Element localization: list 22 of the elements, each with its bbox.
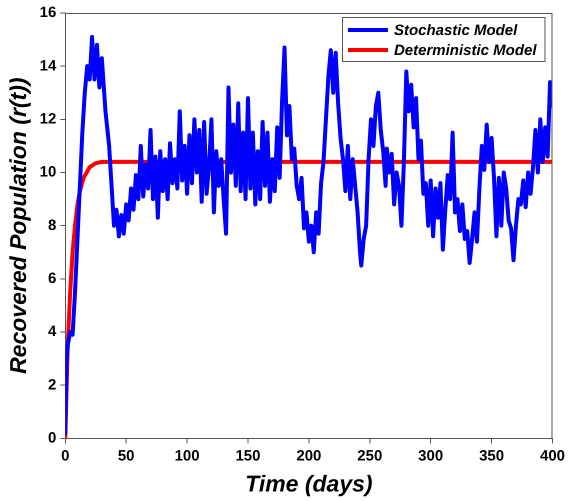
x-tick-label: 200: [296, 448, 322, 465]
legend-label: Deterministic Model: [394, 42, 538, 60]
x-tick-label: 300: [418, 448, 444, 465]
x-tick-label: 350: [479, 448, 504, 465]
x-tick-label: 150: [235, 448, 260, 465]
x-tick-label: 400: [540, 448, 565, 465]
y-tick-label: 10: [40, 164, 56, 181]
y-tick-label: 16: [40, 4, 56, 22]
y-tick-label: 8: [48, 216, 56, 234]
x-tick-label: 250: [357, 448, 382, 465]
y-tick-label: 4: [48, 323, 57, 340]
y-axis-title: Recovered Population (r(t)): [5, 77, 32, 374]
legend-label: Stochastic Model: [394, 22, 518, 40]
y-tick-label: 2: [48, 376, 56, 394]
x-tick-label: 50: [118, 448, 135, 465]
y-tick-label: 14: [40, 57, 57, 74]
x-axis-title: Time (days): [245, 470, 373, 497]
x-tick-label: 100: [174, 448, 200, 465]
y-tick-label: 0: [48, 430, 56, 447]
x-tick-label: 0: [61, 448, 70, 465]
y-tick-label: 6: [48, 270, 56, 288]
y-tick-label: 12: [40, 110, 56, 128]
